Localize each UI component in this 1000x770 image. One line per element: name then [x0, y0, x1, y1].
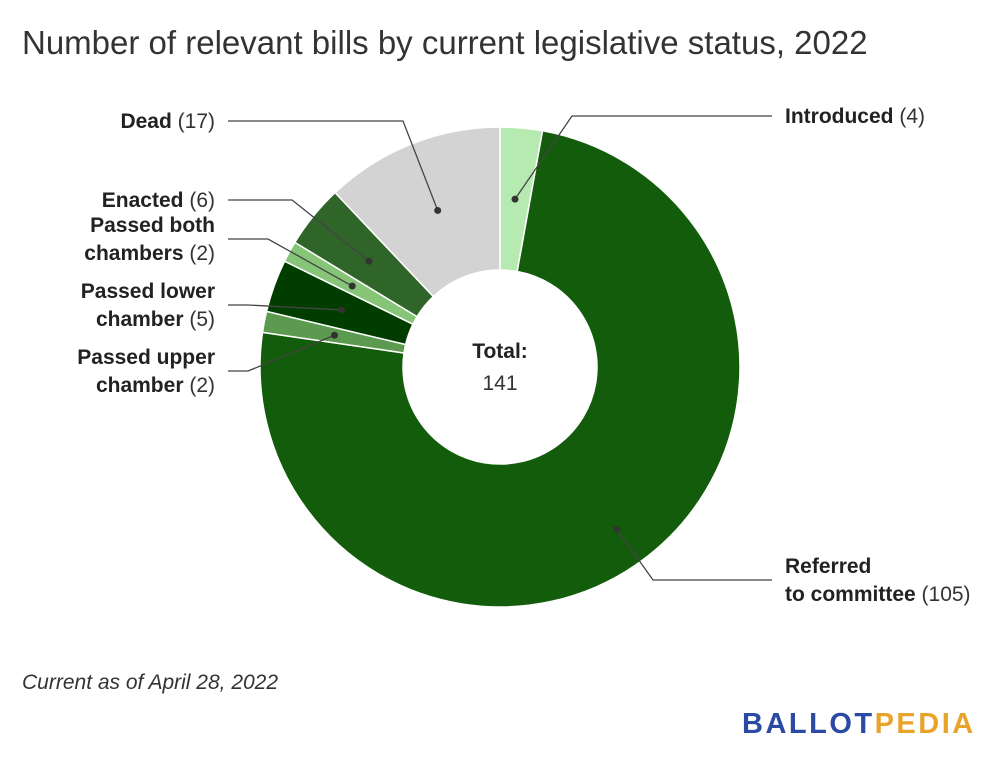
leader-dot-introduced	[511, 195, 519, 203]
center-total-label: Total:	[472, 340, 528, 363]
chart-title: Number of relevant bills by current legi…	[22, 24, 868, 61]
leader-passed-lower-chamber	[228, 304, 342, 311]
leader-dot-passed-both-chambers	[348, 282, 356, 290]
label-enacted: Enacted (6)	[102, 189, 215, 212]
count-passed-both-chambers: (2)	[184, 242, 216, 265]
donut-slices	[259, 126, 741, 608]
leader-dot-passed-upper-chamber	[331, 331, 339, 339]
count-introduced: (4)	[894, 105, 926, 128]
slice-dead	[334, 126, 501, 298]
count-referred-to-committee: (105)	[916, 583, 971, 606]
leader-lines	[228, 115, 772, 581]
count-passed-upper-chamber: (2)	[184, 374, 216, 397]
label-passed-upper-chamber: Passed upper chamber (2)	[77, 346, 215, 397]
label-dead: Dead (17)	[120, 110, 215, 133]
label-passed-both-chambers: Passed both chambers (2)	[84, 214, 215, 265]
count-enacted: (6)	[184, 189, 216, 212]
leader-dot-referred-to-committee	[613, 525, 621, 533]
label-passed-lower-chamber: Passed lower chamber (5)	[81, 280, 215, 331]
leader-dead	[228, 120, 439, 211]
leader-referred-to-committee	[616, 528, 772, 581]
leader-passed-both-chambers	[228, 238, 353, 287]
slice-labels: Introduced (4) Referred to committee (105)…	[77, 105, 970, 606]
ballotpedia-logo: BALLOTPEDIA	[742, 708, 976, 741]
count-passed-lower-chamber: (5)	[184, 308, 216, 331]
leader-enacted	[228, 199, 370, 262]
leader-dot-passed-lower-chamber	[337, 306, 345, 314]
footnote: Current as of April 28, 2022	[22, 671, 279, 694]
center-total-value: 141	[482, 372, 517, 395]
label-referred-to-committee: Referred to committee (105)	[785, 555, 971, 606]
leader-passed-upper-chamber	[228, 334, 335, 372]
logo-part-pedia: PEDIA	[874, 708, 976, 740]
label-introduced: Introduced (4)	[785, 105, 925, 128]
leader-dot-dead	[434, 206, 442, 214]
leader-introduced	[514, 115, 772, 200]
count-dead: (17)	[172, 110, 215, 133]
logo-part-ballot: BALLOT	[742, 708, 875, 740]
slice-referred-to-committee	[259, 129, 741, 608]
leader-dot-enacted	[365, 257, 373, 265]
